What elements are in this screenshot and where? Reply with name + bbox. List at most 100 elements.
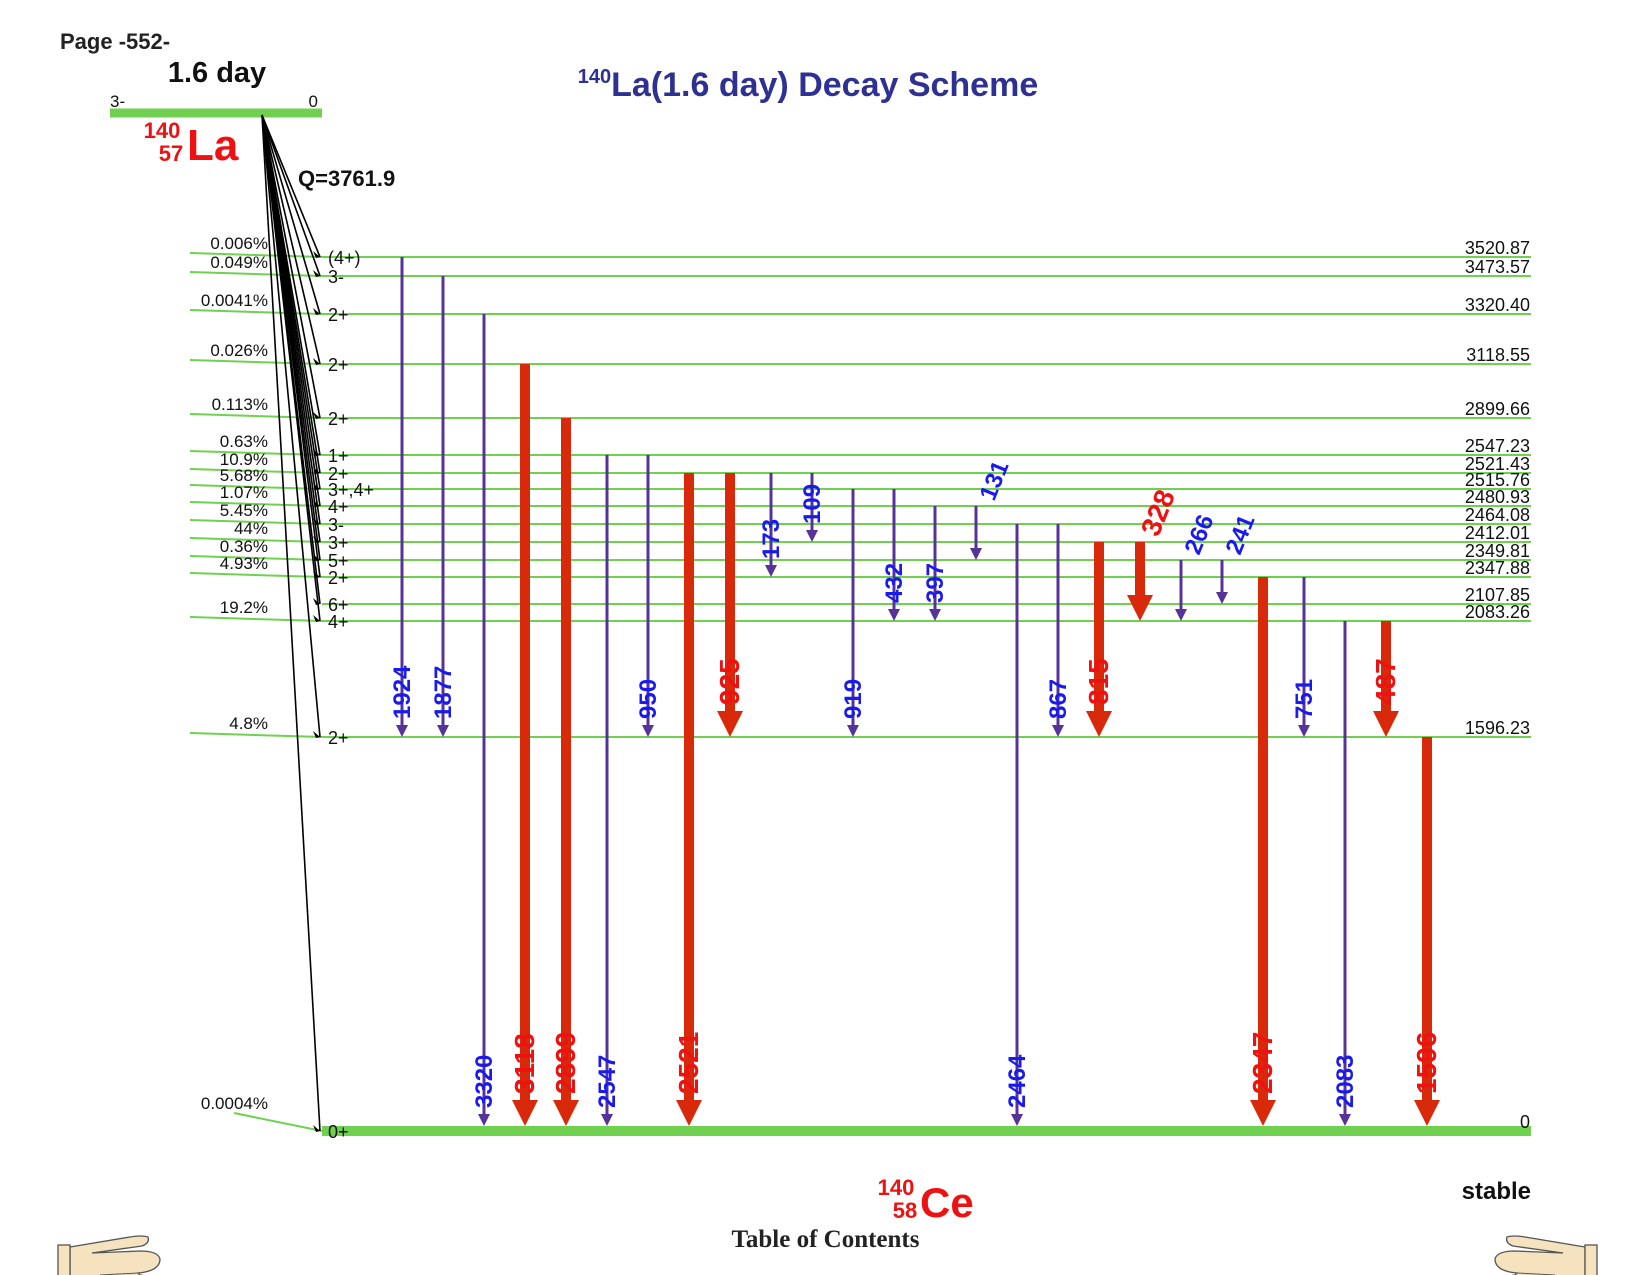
- beta-feed-line: [261, 114, 321, 315]
- gamma-energy-label: 3118: [509, 1033, 540, 1094]
- beta-feed-arrowhead: [313, 270, 320, 277]
- gamma-arrowhead: [396, 725, 408, 737]
- gamma-arrowhead: [553, 1100, 579, 1126]
- beta-feed-line: [261, 114, 321, 419]
- daughter-mass: 140: [878, 1175, 915, 1200]
- gamma-arrowhead: [1339, 1114, 1351, 1126]
- parent-mass: 140: [144, 118, 181, 143]
- branch-underline: [189, 572, 323, 578]
- branch-underline: [189, 271, 323, 277]
- gamma-energy-label: 815: [1083, 658, 1114, 705]
- beta-feed-line: [261, 114, 321, 365]
- level-spin-label: 1+: [328, 446, 349, 466]
- branch-underline: [189, 616, 323, 622]
- level-spin-label: 4+: [328, 497, 349, 517]
- gamma-arrowhead: [601, 1114, 613, 1126]
- gamma-energy-label: 2521: [673, 1032, 704, 1094]
- gamma-energy-label: 266: [1180, 511, 1220, 558]
- level-spin-label: 2+: [328, 728, 349, 748]
- branch-percent-label: 10.9%: [220, 450, 268, 469]
- gamma-energy-label: 2547: [594, 1055, 621, 1108]
- gamma-energy-label: 1596: [1411, 1032, 1442, 1094]
- beta-feed-arrowhead: [313, 1125, 320, 1132]
- beta-feed-line: [261, 114, 321, 258]
- gamma-arrowhead: [806, 530, 818, 542]
- gamma-energy-label: 328: [1135, 485, 1181, 540]
- branch-percent-label: 44%: [234, 519, 268, 538]
- parent-halflife: 1.6 day: [168, 57, 266, 89]
- level-spin-label: 3+,4+: [328, 480, 374, 500]
- beta-feed-line: [261, 114, 321, 622]
- title-text: La(1.6 day) Decay Scheme: [611, 66, 1038, 104]
- level-energy-label: 2083.26: [1465, 602, 1530, 622]
- branch-underline: [189, 468, 323, 474]
- gamma-energy-label: 950: [635, 679, 662, 719]
- branch-percent-label: 19.2%: [220, 598, 268, 617]
- branch-percent-label: 1.07%: [220, 483, 268, 502]
- gamma-energy-label: 131: [975, 457, 1015, 504]
- gamma-energy-label: 487: [1370, 658, 1401, 705]
- gamma-energy-label: 1924: [389, 665, 416, 719]
- daughter-symbol: Ce: [920, 1179, 974, 1226]
- gamma-energy-label: 2083: [1332, 1055, 1359, 1108]
- branch-underline: [189, 555, 323, 561]
- gamma-arrowhead: [1011, 1114, 1023, 1126]
- beta-feed-arrowhead: [313, 731, 320, 738]
- gamma-arrowhead: [1052, 725, 1064, 737]
- beta-feed-arrowhead: [313, 308, 320, 315]
- beta-feed-line: [261, 114, 321, 1132]
- branch-percent-label: 4.8%: [229, 714, 268, 733]
- beta-feed-arrowhead: [313, 358, 320, 365]
- branch-underline: [189, 484, 323, 490]
- branch-percent-label: 0.049%: [210, 253, 268, 272]
- level-spin-label: 4+: [328, 612, 349, 632]
- gamma-arrowhead: [765, 565, 777, 577]
- level-spin-label: 2+: [328, 305, 349, 325]
- gamma-energy-label: 925: [714, 658, 745, 705]
- branch-percent-label: 0.113%: [212, 395, 268, 414]
- branch-percent-label: 5.68%: [220, 466, 268, 485]
- level-energy-label: 3520.87: [1465, 238, 1530, 258]
- gamma-arrowhead: [847, 725, 859, 737]
- gamma-energy-label: 3320: [471, 1055, 498, 1108]
- level-energy-label: 2521.43: [1465, 454, 1530, 474]
- gamma-arrowhead: [478, 1114, 490, 1126]
- level-spin-label: 3+: [328, 533, 349, 553]
- beta-feeding-layer: [261, 114, 321, 1132]
- branch-underline: [189, 252, 323, 258]
- branch-underline: [189, 732, 323, 738]
- q-value: Q=3761.9: [298, 166, 395, 191]
- gamma-arrowhead: [437, 725, 449, 737]
- level-energy-label: 2347.88: [1465, 558, 1530, 578]
- level-spin-label: 2+: [328, 409, 349, 429]
- table-of-contents-link[interactable]: Table of Contents: [731, 1226, 920, 1253]
- level-energy-label: 0: [1520, 1112, 1530, 1132]
- level-spin-label: 2+: [328, 355, 349, 375]
- parent-z: 57: [159, 141, 183, 166]
- gamma-arrowhead: [1216, 592, 1228, 604]
- gamma-arrowhead: [512, 1100, 538, 1126]
- gamma-arrowhead: [1127, 595, 1153, 621]
- gamma-arrowhead: [929, 609, 941, 621]
- gamma-arrowhead: [1298, 725, 1310, 737]
- gamma-energy-label: 1877: [430, 666, 457, 719]
- gamma-energy-label: 2464: [1004, 1054, 1031, 1108]
- level-energy-label: 2107.85: [1465, 585, 1530, 605]
- branch-percent-label: 0.0004%: [201, 1094, 268, 1113]
- level-spin-label: 6+: [328, 595, 349, 615]
- level-energy-label: 2899.66: [1465, 399, 1530, 419]
- level-spin-label: 2+: [328, 568, 349, 588]
- branch-underline: [189, 450, 323, 456]
- diagram-title: 140La(1.6 day) Decay Scheme: [578, 66, 1038, 104]
- level-energy-label: 2515.76: [1465, 470, 1530, 490]
- branch-underline: [189, 309, 323, 315]
- gamma-energy-label: 432: [881, 563, 908, 603]
- parent-energy: 0: [309, 92, 318, 111]
- parent-spin: 3-: [110, 92, 125, 111]
- gamma-arrowhead: [642, 725, 654, 737]
- daughter-z: 58: [893, 1198, 917, 1223]
- branch-underline: [189, 501, 323, 507]
- level-energy-label: 2480.93: [1465, 487, 1530, 507]
- branch-percent-label: 0.0041%: [201, 291, 268, 310]
- gamma-energy-label: 751: [1291, 679, 1318, 719]
